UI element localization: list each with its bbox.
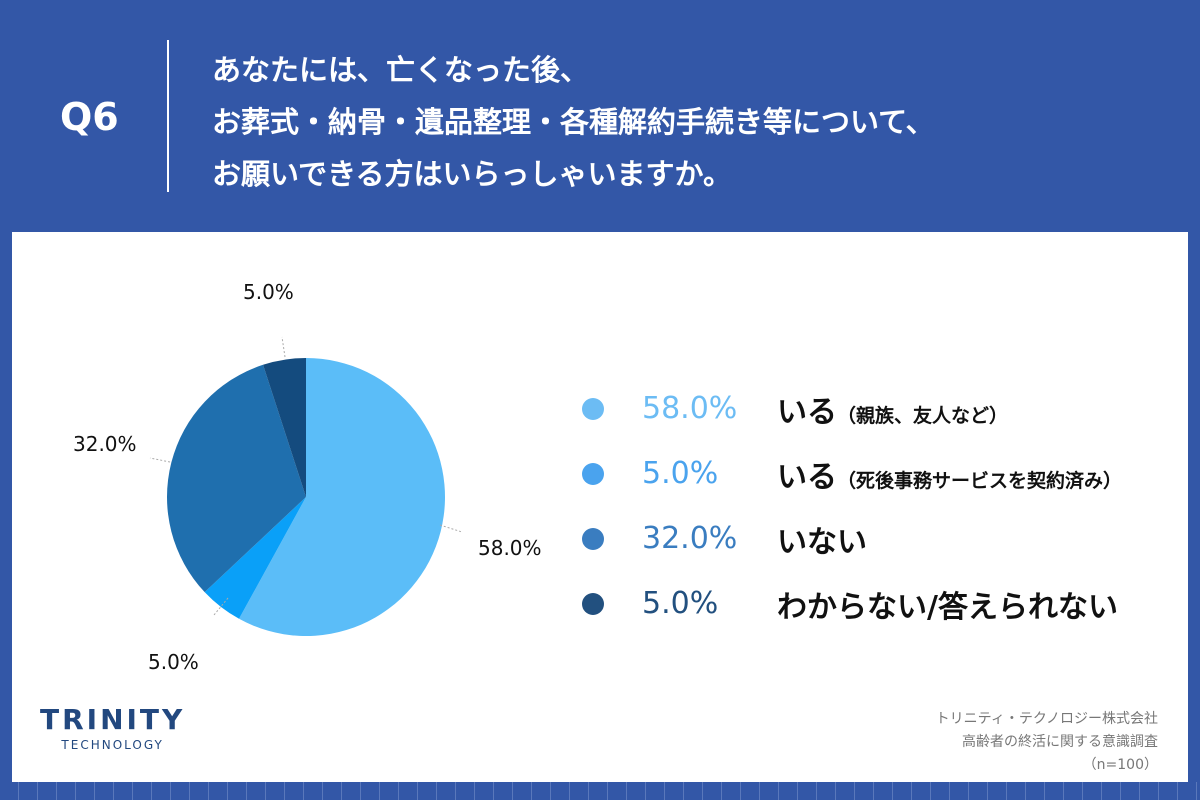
legend-label: いる [777,459,837,495]
legend-item: 32.0% いない [582,506,1122,571]
legend-sublabel: （親族、友人など） [837,404,1009,427]
legend-item: 5.0% いる（死後事務サービスを契約済み） [582,441,1122,506]
slice-label: 32.0% [73,432,137,456]
legend-percent: 32.0% [642,521,738,556]
source-line: （n=100） [1082,757,1158,773]
logo-sub: TECHNOLOGY [61,738,164,752]
legend-dot [582,397,604,420]
legend-percent: 5.0% [642,586,719,621]
legend-dot [582,527,604,550]
slice-label: 5.0% [243,280,294,304]
footer-grid [0,782,1200,800]
source-line: 高齢者の終活に関する意識調査 [962,734,1158,750]
leader-line [439,524,463,533]
question-line: あなたには、亡くなった後、 [212,53,590,87]
slice-label: 58.0% [478,536,542,560]
question-number: Q6 [60,95,119,139]
slice-label: 5.0% [148,650,199,674]
company-logo: TRINITY TECHNOLOGY [40,703,185,752]
divider [167,40,169,192]
legend-item: 5.0% わからない/答えられない [582,571,1122,636]
legend-dot [582,462,604,485]
source-line: トリニティ・テクノロジー株式会社 [935,711,1158,727]
pie-slice [167,364,306,593]
pie-slice [263,358,306,497]
pie-slice [204,497,306,619]
pie-slice [239,358,445,637]
source-note: トリニティ・テクノロジー株式会社 高齢者の終活に関する意識調査 （n=100） [936,708,1158,777]
legend-sublabel: （死後事務サービスを契約済み） [837,469,1123,492]
legend-percent: 58.0% [642,391,738,426]
leader-line [149,457,171,463]
legend-percent: 5.0% [642,456,719,491]
question-line: お願いできる方はいらっしゃいますか。 [212,157,732,191]
legend-label: いる [777,394,837,430]
legend-label: いない [777,524,867,560]
leader-line [281,336,286,358]
legend-dot [582,592,604,615]
logo-name: TRINITY [40,703,186,736]
question-text: あなたには、亡くなった後、 お葬式・納骨・遺品整理・各種解約手続き等について、 … [212,44,935,200]
question-line: お葬式・納骨・遺品整理・各種解約手続き等について、 [212,105,935,139]
legend: 58.0% いる（親族、友人など） 5.0% いる（死後事務サービスを契約済み）… [582,376,1122,636]
legend-label: わからない/答えられない [777,589,1118,625]
legend-item: 58.0% いる（親族、友人など） [582,376,1122,441]
